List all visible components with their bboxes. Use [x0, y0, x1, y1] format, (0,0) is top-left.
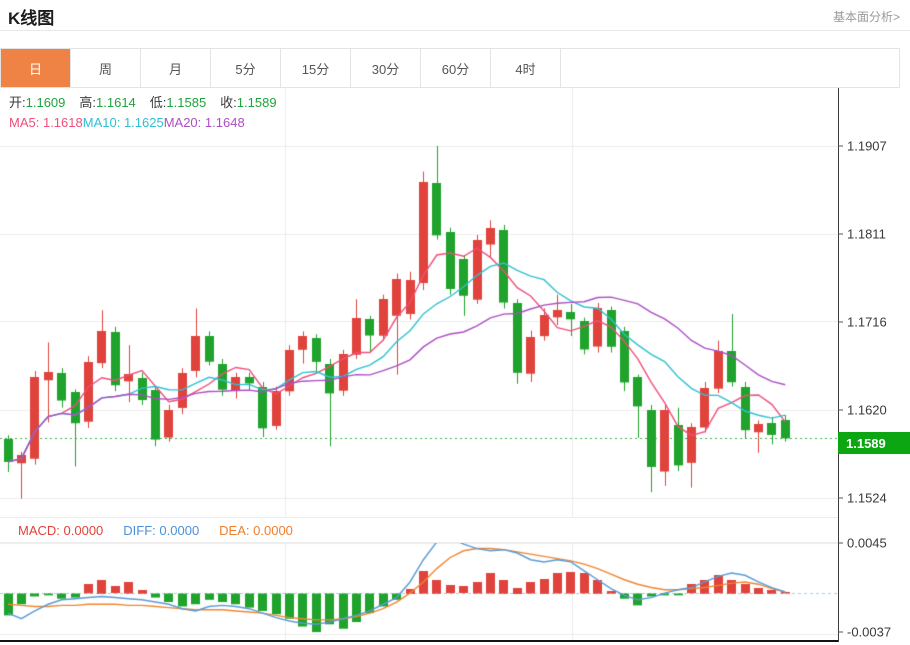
open-label: 开: — [9, 95, 26, 110]
tab-week[interactable]: 周 — [71, 49, 141, 87]
macd-axis-label: 0.0045 — [838, 536, 910, 551]
macd-chart-canvas[interactable] — [0, 543, 838, 641]
tab-30min[interactable]: 30分 — [351, 49, 421, 87]
tab-4hour[interactable]: 4时 — [491, 49, 561, 87]
open-value: 1.1609 — [25, 95, 66, 110]
current-price-badge: 1.1589 — [838, 432, 910, 454]
axis-tick — [838, 631, 843, 633]
axis-tick — [838, 542, 843, 544]
diff-label: DIFF: — [123, 522, 156, 538]
diff-value: 0.0000 — [159, 522, 200, 538]
low-value: 1.1585 — [166, 95, 207, 110]
tab-month[interactable]: 月 — [141, 49, 211, 87]
header-divider — [0, 30, 910, 31]
ma20-value: 1.1648 — [204, 115, 245, 130]
dea-value: 0.0000 — [253, 522, 293, 538]
y-axis-line — [838, 88, 839, 642]
axis-tick — [838, 497, 843, 499]
high-label: 高: — [79, 95, 97, 110]
interval-tabbar: 日 周 月 5分 15分 30分 60分 4时 — [0, 48, 900, 88]
ma5-value: 1.1618 — [42, 115, 83, 130]
axis-tick — [838, 409, 843, 411]
ma10-value: 1.1625 — [123, 115, 164, 130]
ma20-label: MA20: — [163, 115, 202, 130]
header: K线图 基本面分析> — [0, 0, 910, 30]
tab-60min[interactable]: 60分 — [421, 49, 491, 87]
chart-area: 开:1.1609 高:1.1614 低:1.1585 收:1.1589 MA5: 1.… — [0, 88, 910, 645]
macd-axis-label: -0.0037 — [838, 625, 910, 640]
y-axis-label: 1.1524 — [838, 491, 910, 506]
y-axis-label: 1.1907 — [838, 139, 910, 154]
y-axis-label: 1.1716 — [838, 315, 910, 330]
dea-label: DEA: — [219, 522, 250, 538]
main-chart-canvas[interactable] — [0, 88, 838, 517]
macd-readout: MACD: 0.0000 DIFF: 0.0000 DEA: 0.0000 — [0, 517, 838, 543]
tab-day[interactable]: 日 — [1, 49, 71, 87]
close-value: 1.1589 — [236, 95, 277, 110]
close-label: 收: — [220, 95, 237, 110]
chart-bottom-border — [0, 640, 838, 642]
fundamental-analysis-link[interactable]: 基本面分析> — [832, 10, 900, 24]
ma10-label: MA10: — [82, 115, 121, 130]
ma-readout: MA5: 1.1618MA10: 1.1625MA20: 1.1648 — [9, 113, 245, 133]
low-label: 低: — [149, 95, 167, 110]
macd-label: MACD: — [18, 522, 60, 538]
page-title: K线图 — [8, 9, 55, 28]
tabbar-filler — [561, 49, 899, 87]
axis-tick — [838, 145, 843, 147]
y-axis-label: 1.1620 — [838, 403, 910, 418]
axis-tick — [838, 233, 843, 235]
macd-value: 0.0000 — [63, 522, 104, 538]
high-value: 1.1614 — [96, 95, 136, 110]
tab-15min[interactable]: 15分 — [281, 49, 351, 87]
ohlc-readout: 开:1.1609 高:1.1614 低:1.1585 收:1.1589 — [9, 93, 277, 113]
tab-5min[interactable]: 5分 — [211, 49, 281, 87]
y-axis-label: 1.1811 — [838, 227, 910, 242]
axis-tick — [838, 321, 843, 323]
ma5-label: MA5: — [9, 115, 40, 130]
